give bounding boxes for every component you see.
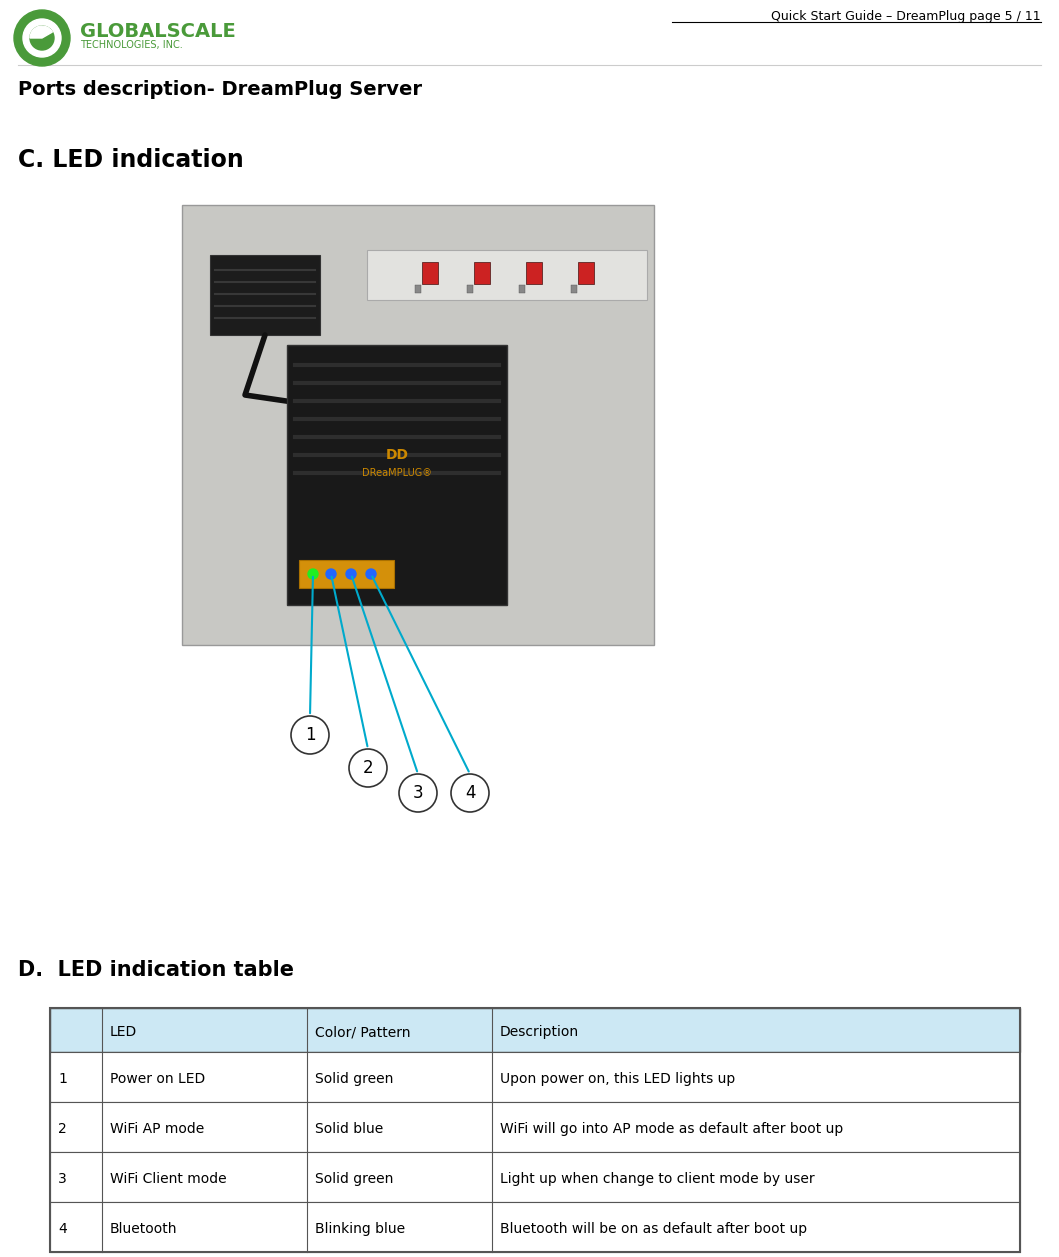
- Text: 3: 3: [58, 1172, 67, 1187]
- Text: 2: 2: [58, 1123, 67, 1136]
- Text: GLOBALSCALE: GLOBALSCALE: [80, 23, 236, 41]
- Bar: [578, 261, 594, 284]
- Bar: [474, 261, 490, 284]
- Text: DReaMPLUG®: DReaMPLUG®: [362, 468, 432, 478]
- Circle shape: [326, 569, 336, 579]
- Text: Solid green: Solid green: [315, 1072, 393, 1086]
- Text: 4: 4: [58, 1222, 67, 1236]
- Circle shape: [23, 19, 61, 57]
- Bar: [367, 250, 647, 300]
- Text: WiFi AP mode: WiFi AP mode: [110, 1123, 204, 1136]
- Text: Ports description- DreamPlug Server: Ports description- DreamPlug Server: [18, 80, 421, 99]
- Bar: [415, 285, 421, 293]
- Text: Solid green: Solid green: [315, 1172, 393, 1187]
- Text: 2: 2: [362, 759, 374, 777]
- Bar: [182, 205, 654, 645]
- Text: LED: LED: [110, 1024, 138, 1040]
- Bar: [519, 285, 525, 293]
- Text: 4: 4: [465, 784, 475, 802]
- Bar: [210, 255, 320, 336]
- Text: Light up when change to client mode by user: Light up when change to client mode by u…: [500, 1172, 814, 1187]
- Circle shape: [366, 569, 376, 579]
- Text: DD: DD: [385, 447, 409, 463]
- Text: Description: Description: [500, 1024, 579, 1040]
- Text: C. LED indication: C. LED indication: [18, 148, 244, 172]
- Text: 3: 3: [413, 784, 424, 802]
- Text: TECHNOLOGIES, INC.: TECHNOLOGIES, INC.: [80, 40, 183, 50]
- Text: Quick Start Guide – DreamPlug page 5 / 11: Quick Start Guide – DreamPlug page 5 / 1…: [771, 10, 1041, 23]
- Circle shape: [308, 569, 318, 579]
- Circle shape: [346, 569, 356, 579]
- Text: Blinking blue: Blinking blue: [315, 1222, 406, 1236]
- Bar: [50, 1151, 1020, 1202]
- Bar: [50, 1102, 1020, 1151]
- Text: Bluetooth: Bluetooth: [110, 1222, 178, 1236]
- Text: Solid blue: Solid blue: [315, 1123, 383, 1136]
- Text: Upon power on, this LED lights up: Upon power on, this LED lights up: [500, 1072, 735, 1086]
- Circle shape: [14, 10, 70, 67]
- Bar: [526, 261, 542, 284]
- Circle shape: [30, 26, 54, 50]
- Bar: [299, 561, 394, 588]
- Text: WiFi Client mode: WiFi Client mode: [110, 1172, 227, 1187]
- Bar: [50, 1008, 1020, 1252]
- Text: 1: 1: [305, 727, 316, 744]
- Bar: [287, 344, 507, 605]
- Text: 1: 1: [58, 1072, 67, 1086]
- Text: D.  LED indication table: D. LED indication table: [18, 960, 294, 980]
- Bar: [467, 285, 473, 293]
- Bar: [50, 1052, 1020, 1102]
- Text: WiFi will go into AP mode as default after boot up: WiFi will go into AP mode as default aft…: [500, 1123, 843, 1136]
- Text: Bluetooth will be on as default after boot up: Bluetooth will be on as default after bo…: [500, 1222, 807, 1236]
- Bar: [50, 1008, 1020, 1052]
- Bar: [50, 1202, 1020, 1252]
- Text: Color/ Pattern: Color/ Pattern: [315, 1024, 411, 1040]
- Text: Power on LED: Power on LED: [110, 1072, 205, 1086]
- Wedge shape: [30, 26, 52, 38]
- Bar: [421, 261, 438, 284]
- Bar: [571, 285, 577, 293]
